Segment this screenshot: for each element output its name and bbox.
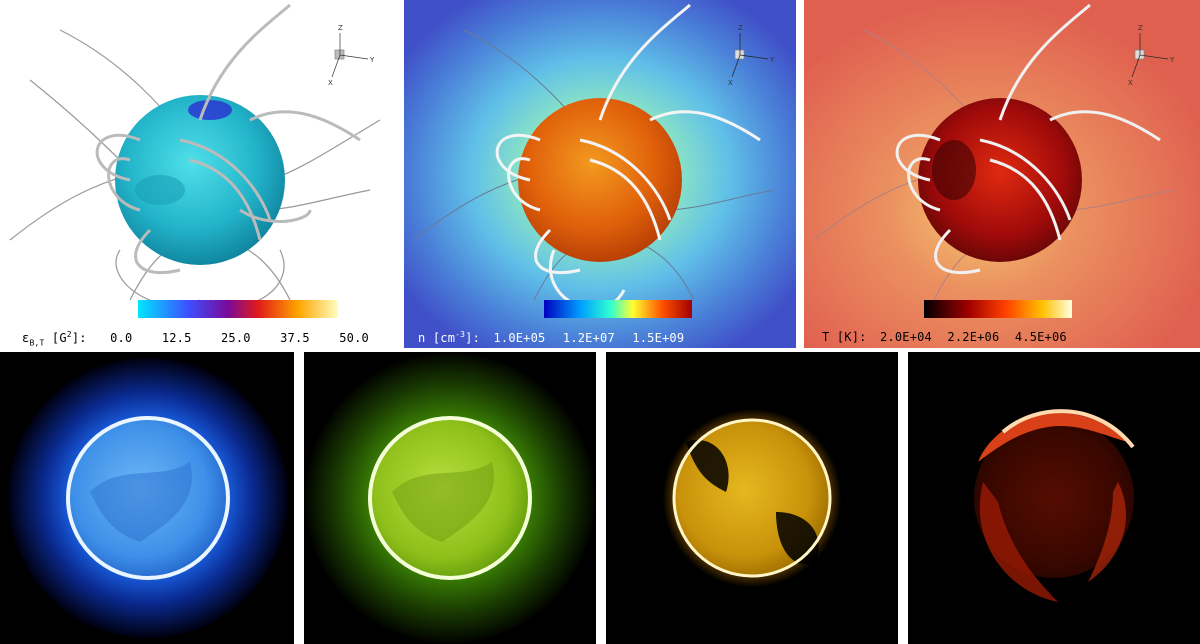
star-sphere xyxy=(918,98,1082,262)
axis-y-label: Y xyxy=(369,56,375,64)
svg-text:X: X xyxy=(728,79,733,87)
panel-density: Z Y X n [cm-3]: 1.0E+05 1.2E+07 1.5E+09 xyxy=(404,0,796,348)
colorbar-tick: 25.0 xyxy=(220,331,251,345)
svg-text:X: X xyxy=(1128,79,1133,87)
svg-text:Y: Y xyxy=(769,56,775,64)
colorbar-label-density: n [cm-3]: 1.0E+05 1.2E+07 1.5E+09 xyxy=(418,330,684,345)
axis-z-label: Z xyxy=(338,24,343,32)
axes-triad: Z Y X xyxy=(328,24,375,87)
axis-x-label: X xyxy=(328,79,333,87)
euv-image-yellow xyxy=(606,352,898,644)
svg-text:Z: Z xyxy=(1138,24,1143,32)
star-sphere xyxy=(115,95,285,265)
colorbar-tick: 1.0E+05 xyxy=(493,331,546,345)
colorbar-title: εB,T [G2]: xyxy=(22,330,87,348)
star-sphere xyxy=(518,98,682,262)
colorbar-tick: 12.5 xyxy=(161,331,192,345)
euv-image-red xyxy=(908,352,1200,644)
euv-image-blue xyxy=(0,352,294,644)
colorbar-tick: 50.0 xyxy=(339,331,369,345)
colorbar-label-energy: εB,T [G2]: 0.0 12.5 25.0 37.5 50.0 xyxy=(22,330,369,347)
colorbar xyxy=(138,300,338,318)
colorbar-tick: 2.2E+06 xyxy=(947,330,1000,344)
colorbar xyxy=(924,300,1072,318)
svg-text:Y: Y xyxy=(1169,56,1175,64)
colorbar-title: T [K]: xyxy=(822,330,867,344)
euv-image-green xyxy=(304,352,596,644)
colorbar-tick: 0.0 xyxy=(110,331,133,345)
colorbar xyxy=(544,300,692,318)
colorbar-tick: 1.2E+07 xyxy=(562,331,615,345)
panel-temperature: Z Y X T [K]: 2.0E+04 2.2E+06 4.5E+06 xyxy=(804,0,1200,348)
panel-magnetic-energy: Z Y X εB,T [G2]: 0.0 12.5 25.0 37.5 50.0 xyxy=(0,0,396,348)
field-lines-front xyxy=(95,3,361,275)
colorbar-title: n [cm-3]: xyxy=(418,330,481,345)
colorbar-tick: 4.5E+06 xyxy=(1014,330,1067,344)
colorbar-tick: 2.0E+04 xyxy=(880,330,932,344)
colorbar-label-temperature: T [K]: 2.0E+04 2.2E+06 4.5E+06 xyxy=(822,330,1067,344)
svg-text:Z: Z xyxy=(738,24,743,32)
colorbar-tick: 37.5 xyxy=(280,331,310,345)
colorbar-tick: 1.5E+09 xyxy=(632,331,685,345)
